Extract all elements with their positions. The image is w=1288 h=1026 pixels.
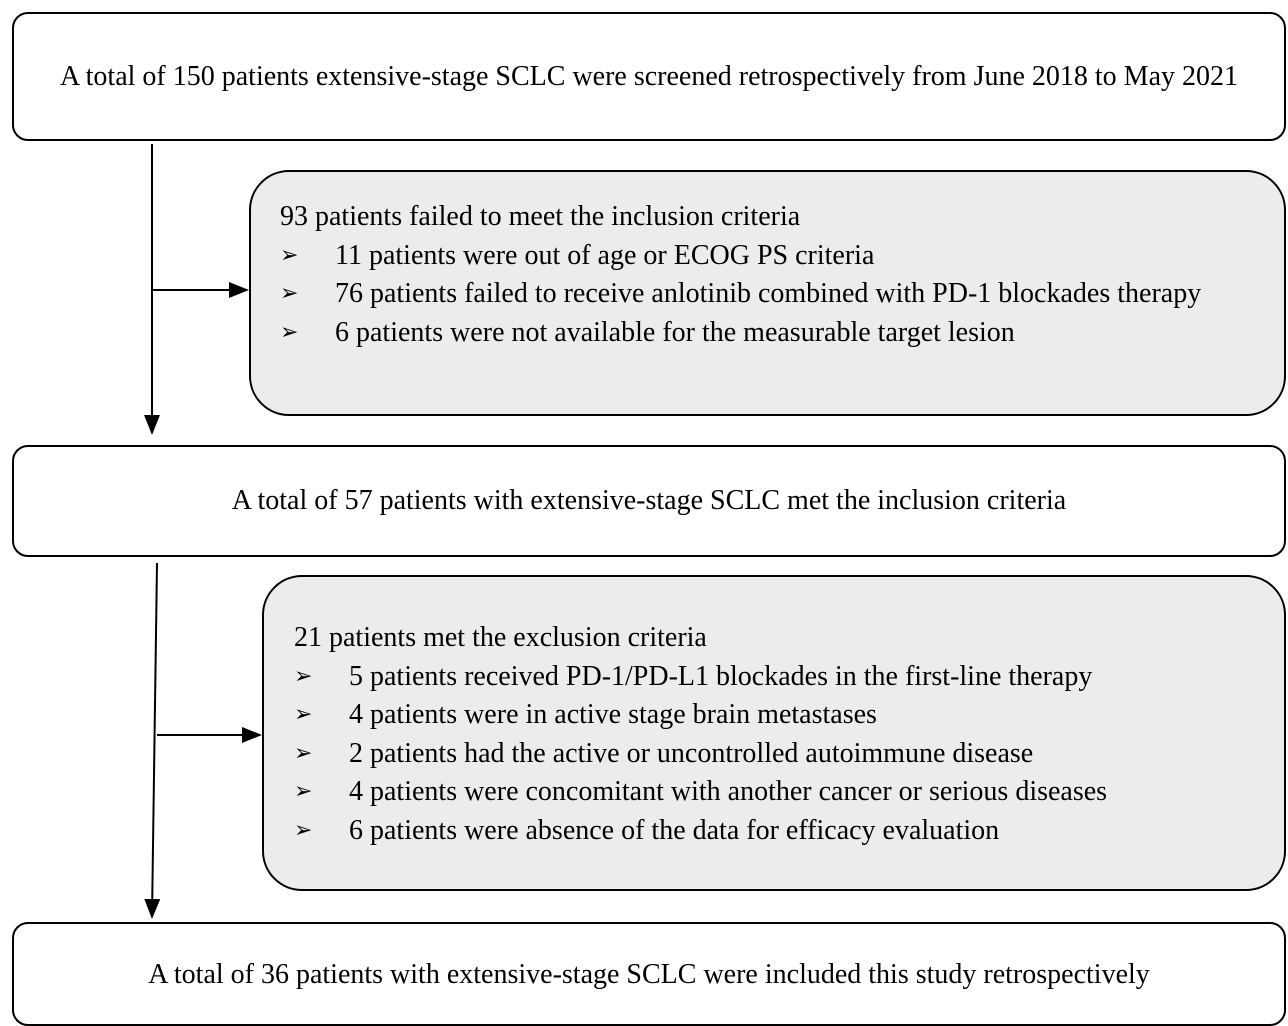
exclusion-list: 93 patients failed to meet the inclusion… (280, 198, 1260, 352)
exclusion-title: 21 patients met the exclusion criteria (294, 622, 707, 653)
exclusion-item: 6 patients were not available for the me… (280, 314, 1260, 353)
exclusion-item: 4 patients were in active stage brain me… (294, 696, 1274, 735)
exclusion-title: 93 patients failed to meet the inclusion… (280, 201, 801, 232)
exclusion-item: 11 patients were out of age or ECOG PS c… (280, 237, 1260, 276)
screened-box: A total of 150 patients extensive-stage … (12, 12, 1286, 141)
box-text: A total of 36 patients with extensive-st… (148, 959, 1150, 990)
box-text: A total of 150 patients extensive-stage … (59, 60, 1239, 92)
exclusion-item: 2 patients had the active or uncontrolle… (294, 735, 1274, 774)
arrow (144, 562, 161, 919)
box-text: A total of 57 patients with extensive-st… (231, 485, 1067, 516)
included-box: A total of 36 patients with extensive-st… (12, 922, 1286, 1026)
exclusion-item: 4 patients were concomitant with another… (294, 773, 1274, 812)
exclusion-list: 21 patients met the exclusion criteria 5… (294, 619, 1274, 850)
exclusion-item: 6 patients were absence of the data for … (294, 812, 1274, 851)
exclusion-item: 76 patients failed to receive anlotinib … (280, 275, 1260, 314)
exclusion-item: 5 patients received PD-1/PD-L1 blockades… (294, 658, 1274, 697)
eligible-box: A total of 57 patients with extensive-st… (12, 445, 1286, 557)
